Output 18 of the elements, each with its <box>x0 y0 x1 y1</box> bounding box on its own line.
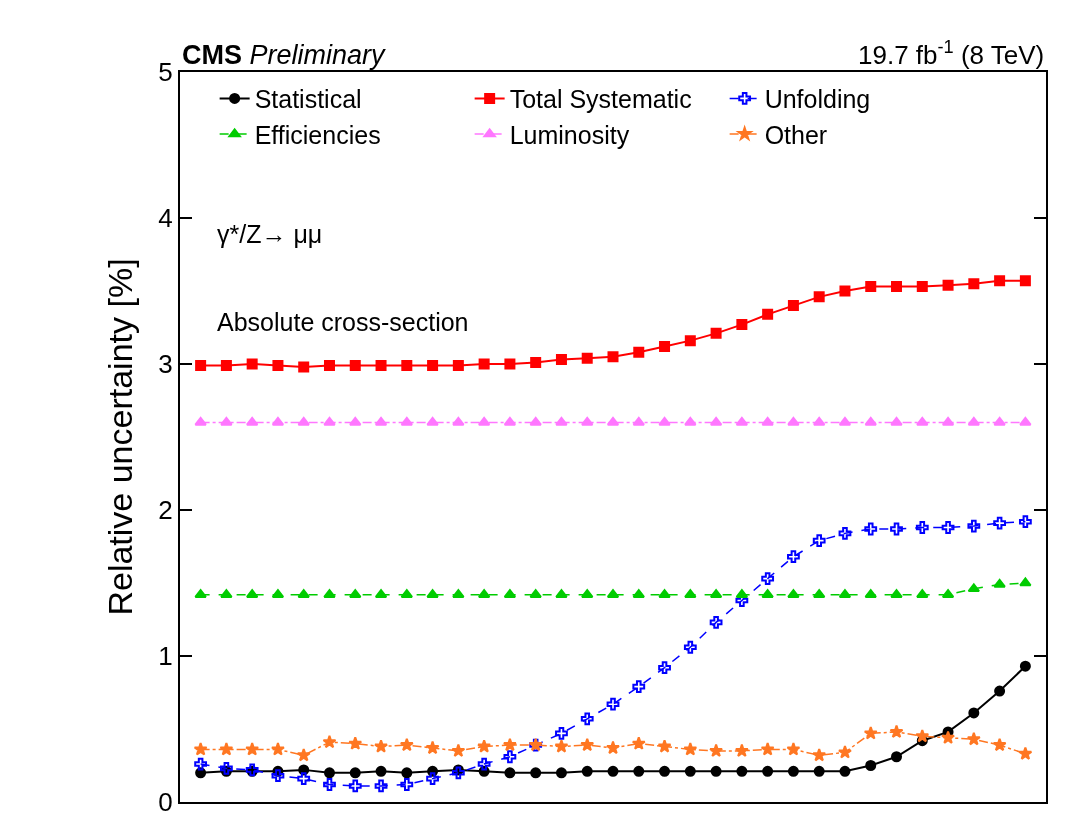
y-tick-label: 0 <box>158 787 173 818</box>
annotation: γ*/Z→ μμ <box>217 220 323 248</box>
y-tick-label: 3 <box>158 349 173 380</box>
chart-title: CMS <box>182 40 242 70</box>
legend-label: Efficiencies <box>254 120 381 149</box>
annotation: Absolute cross-section <box>217 308 469 336</box>
text: 19.7 fb$^{-1}$ (8 TeV) <box>858 37 1045 70</box>
y-tick-label: 4 <box>158 203 173 234</box>
legend-label: Luminosity <box>509 120 630 149</box>
y-tick-label: 2 <box>158 495 173 526</box>
legend-label: Statistical <box>254 85 362 114</box>
legend-label: Total Systematic <box>509 85 692 114</box>
y-tick-label: 5 <box>158 57 173 88</box>
y-axis-title: Relative uncertainty [%] <box>101 258 140 616</box>
y-tick-label: 1 <box>158 641 173 672</box>
legend-label: Unfolding <box>764 85 871 114</box>
legend-label: Other <box>764 120 828 149</box>
chart-subtitle: Preliminary <box>249 40 387 70</box>
